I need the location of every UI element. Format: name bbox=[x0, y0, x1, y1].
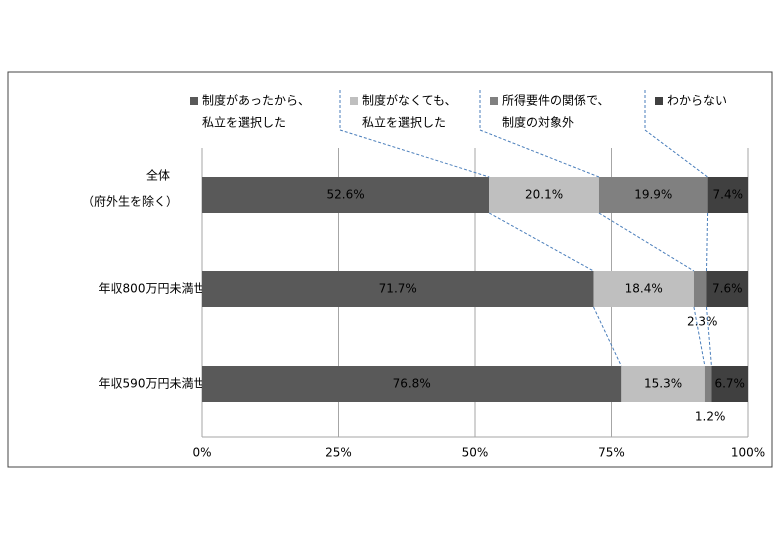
connector bbox=[593, 306, 622, 367]
legend-swatch bbox=[190, 97, 198, 105]
connector bbox=[598, 212, 695, 272]
data-label: 7.4% bbox=[713, 188, 744, 202]
bar-segment bbox=[707, 177, 748, 213]
data-label: 6.7% bbox=[714, 377, 745, 391]
x-tick-label: 100% bbox=[731, 446, 765, 460]
bar-segment bbox=[202, 271, 594, 307]
data-label: 18.4% bbox=[625, 282, 663, 296]
data-label: 19.9% bbox=[634, 188, 672, 202]
legend-label: わからない bbox=[667, 94, 727, 108]
chart-frame bbox=[7, 71, 773, 468]
legend-label: 所得要件の関係で、 bbox=[502, 93, 610, 108]
y-tick-label: 全体 bbox=[146, 168, 170, 183]
data-label: 15.3% bbox=[644, 377, 682, 391]
data-label: 2.3% bbox=[687, 315, 718, 329]
legend-label: 私立を選択した bbox=[202, 115, 286, 130]
data-label: 20.1% bbox=[525, 188, 563, 202]
bar-segment bbox=[489, 177, 599, 213]
bar-segment bbox=[593, 271, 694, 307]
bar-segment bbox=[706, 271, 748, 307]
x-tick-label: 75% bbox=[598, 446, 625, 460]
legend-label: 私立を選択した bbox=[362, 115, 446, 130]
y-tick-label: 年収590万円未満世帯 bbox=[99, 377, 218, 391]
connector bbox=[339, 90, 490, 178]
connector bbox=[644, 90, 708, 178]
legend-swatch bbox=[490, 97, 498, 105]
y-tick-label: 年収800万円未満世帯 bbox=[99, 282, 218, 296]
bar-segment bbox=[704, 366, 712, 402]
bar-segment bbox=[621, 366, 705, 402]
x-tick-label: 25% bbox=[325, 446, 352, 460]
bar-segment bbox=[202, 177, 490, 213]
connector bbox=[479, 90, 600, 178]
connector bbox=[693, 306, 706, 367]
bar-segment bbox=[711, 366, 748, 402]
x-tick-label: 0% bbox=[192, 446, 211, 460]
bar-segment bbox=[202, 366, 622, 402]
legend-label: 制度の対象外 bbox=[502, 115, 574, 130]
legend-label: 制度がなくても、 bbox=[362, 93, 457, 108]
data-label: 7.6% bbox=[712, 282, 743, 296]
legend-label: 制度があったから、 bbox=[202, 93, 310, 108]
legend-swatch bbox=[350, 97, 358, 105]
data-label: 1.2% bbox=[695, 410, 726, 424]
bar-segment bbox=[693, 271, 707, 307]
y-tick-label: （府外生を除く） bbox=[82, 194, 178, 209]
data-label: 76.8% bbox=[393, 377, 431, 391]
data-label: 71.7% bbox=[379, 282, 417, 296]
legend-swatch bbox=[655, 97, 663, 105]
x-tick-label: 50% bbox=[462, 446, 489, 460]
data-label: 52.6% bbox=[327, 188, 365, 202]
bar-segment bbox=[598, 177, 708, 213]
